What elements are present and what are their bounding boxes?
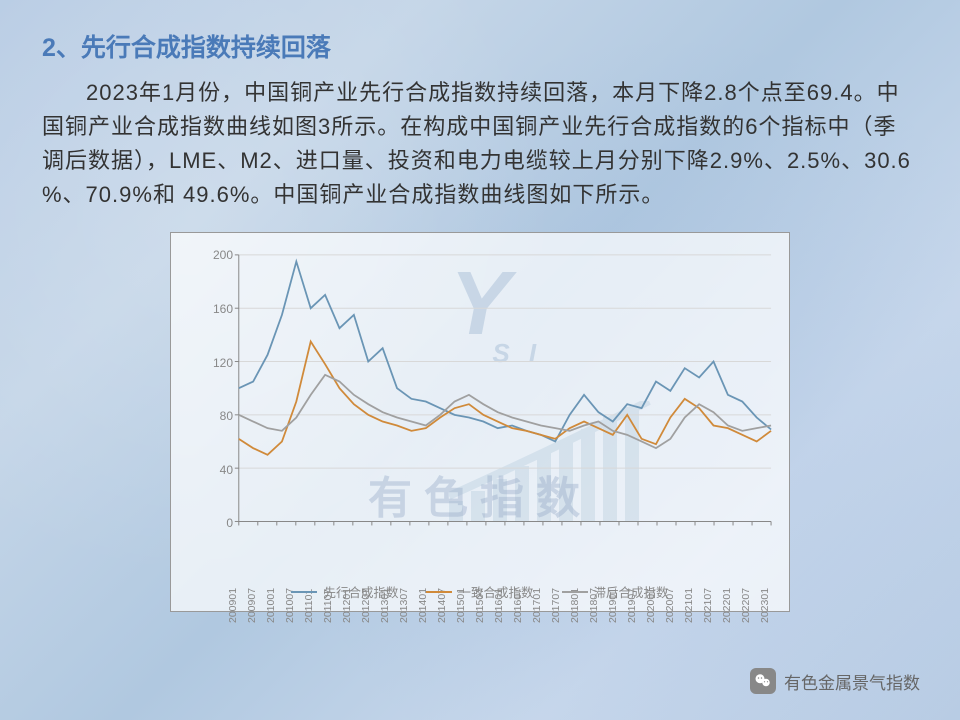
chart-container: Y S I 有色指数 bbox=[42, 232, 918, 612]
section-title: 2、先行合成指数持续回落 bbox=[42, 28, 918, 64]
legend-item: 先行合成指数 bbox=[291, 582, 398, 601]
chart-legend: 先行合成指数 一致合成指数 滞后合成指数 bbox=[171, 582, 789, 601]
y-tick-label: 40 bbox=[203, 463, 233, 477]
y-tick-label: 120 bbox=[203, 356, 233, 370]
content-area: 2、先行合成指数持续回落 2023年1月份，中国铜产业先行合成指数持续回落，本月… bbox=[0, 0, 960, 612]
series-line bbox=[239, 375, 771, 448]
y-tick-label: 200 bbox=[203, 248, 233, 262]
legend-label: 一致合成指数 bbox=[458, 582, 533, 601]
legend-label: 滞后合成指数 bbox=[594, 582, 669, 601]
y-tick-label: 160 bbox=[203, 302, 233, 316]
legend-line-icon bbox=[562, 591, 588, 593]
y-tick-label: 80 bbox=[203, 409, 233, 423]
chart-box: Y S I 有色指数 bbox=[170, 232, 790, 612]
paragraph-text: 2023年1月份，中国铜产业先行合成指数持续回落，本月下降2.8个点至69.4。… bbox=[42, 76, 918, 212]
legend-item: 滞后合成指数 bbox=[562, 582, 669, 601]
footer-brand: 有色金属景气指数 bbox=[750, 668, 920, 694]
legend-line-icon bbox=[426, 591, 452, 593]
series-line bbox=[239, 342, 771, 455]
x-axis-labels: 2009012009072010012010072011012011072012… bbox=[239, 521, 771, 573]
footer-brand-label: 有色金属景气指数 bbox=[784, 669, 920, 694]
legend-item: 一致合成指数 bbox=[426, 582, 533, 601]
legend-label: 先行合成指数 bbox=[323, 582, 398, 601]
y-tick-label: 0 bbox=[203, 516, 233, 530]
wechat-icon bbox=[750, 668, 776, 694]
legend-line-icon bbox=[291, 591, 317, 593]
